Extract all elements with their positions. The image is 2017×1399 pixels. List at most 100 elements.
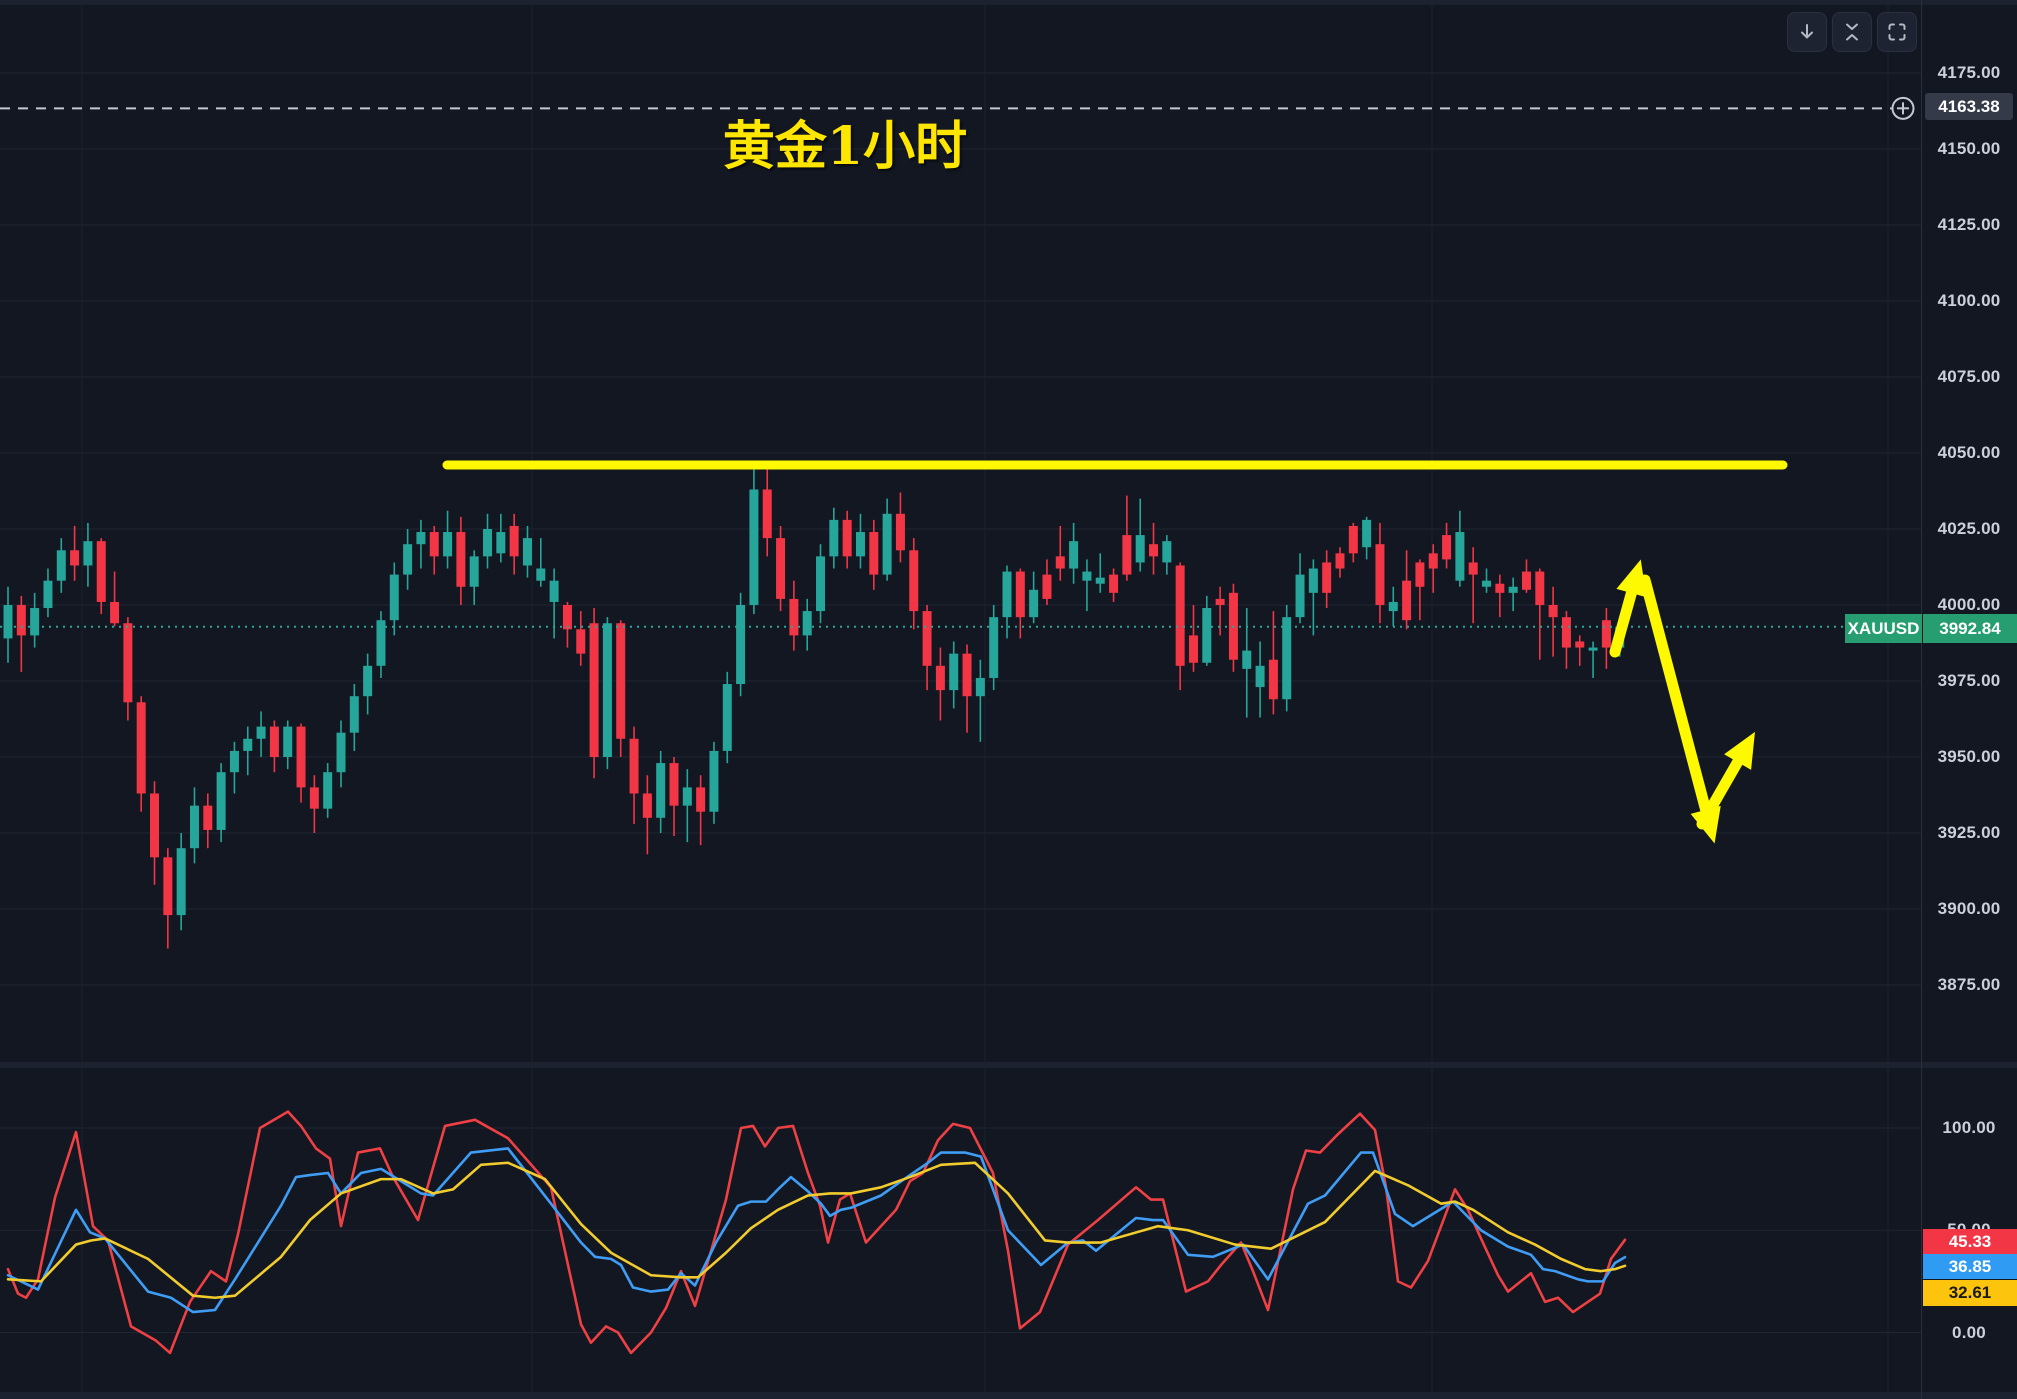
candle-body [1322, 562, 1332, 593]
candle-body [962, 653, 972, 697]
candle-body [869, 532, 879, 575]
candle-body [922, 611, 932, 666]
symbol-label: XAUUSD [1847, 618, 1920, 638]
candle-body [895, 513, 905, 551]
scroll-to-recent-button[interactable] [1787, 12, 1827, 52]
price-axis-label: 4075.00 [1937, 367, 2001, 386]
candle-body [642, 793, 652, 818]
up-arrow-1-annotation[interactable] [1609, 583, 1639, 658]
candle-body [1149, 544, 1159, 557]
candle-body [1588, 647, 1598, 651]
up-arrow-1-head [1616, 559, 1647, 598]
candle-body [1495, 583, 1505, 593]
candle-body [376, 620, 386, 666]
price-axis-label: 3900.00 [1937, 899, 2001, 918]
candle-body [816, 556, 826, 612]
candle-body [163, 857, 173, 916]
candle-body [589, 623, 599, 757]
candle-body [829, 519, 839, 557]
candle-body [855, 532, 865, 557]
candle-body [83, 541, 93, 566]
oscillator-slow-value-label: 32.61 [1923, 1280, 2017, 1306]
up-arrow-2-annotation[interactable] [1696, 752, 1746, 830]
candle-body [1348, 525, 1358, 554]
candle-body [749, 489, 759, 605]
candle-body [789, 598, 799, 636]
candle-body [336, 732, 346, 773]
candle-body [256, 726, 266, 739]
candle-body [576, 629, 586, 654]
candle-body [483, 529, 493, 557]
candle-body [469, 556, 479, 587]
candle-body [629, 738, 639, 794]
candle-body [509, 525, 519, 557]
oscillator-line-medium [6, 1147, 1627, 1314]
candle-body [1561, 617, 1571, 648]
candle-body [935, 665, 945, 691]
indicator-axis-label: 0.00 [1952, 1322, 1986, 1342]
candle-body [656, 763, 666, 818]
candle-body [363, 665, 373, 697]
candle-body [229, 750, 239, 773]
candle-body [296, 726, 306, 788]
candle-body [1375, 544, 1385, 605]
candle-body [522, 538, 532, 566]
candle-body [1335, 553, 1345, 569]
candle-body [1135, 535, 1145, 563]
candle-body [150, 793, 160, 858]
candle-body [216, 772, 226, 830]
price-axis-label: 4000.00 [1937, 595, 2001, 614]
candle-body [602, 623, 612, 757]
candle-body [203, 805, 213, 830]
candle-body [176, 848, 186, 916]
candle-body [1002, 571, 1012, 618]
pane-separator[interactable] [0, 1062, 2017, 1068]
candle-body [1362, 519, 1372, 548]
candle-body [1122, 535, 1132, 575]
candle-body [1508, 586, 1518, 593]
candle-body [1042, 574, 1052, 599]
candle-body [349, 696, 359, 733]
oscillator-fast-value-label: 45.33 [1923, 1229, 2017, 1254]
oscillator-slow-value: 32.61 [1948, 1283, 1992, 1302]
candle-body [243, 738, 253, 751]
candle-body [1575, 641, 1585, 648]
candle-body [70, 550, 80, 566]
candle-body [1242, 650, 1252, 669]
candle-body [496, 532, 506, 554]
candle-body [96, 541, 106, 602]
arrow-down-icon [1801, 24, 1813, 39]
candle-body [189, 805, 199, 849]
candle-body [1388, 601, 1398, 612]
candle-body [1202, 608, 1212, 663]
candle-body [389, 574, 399, 621]
candle-body [776, 538, 786, 599]
candle-body [1162, 541, 1172, 563]
candle-body [56, 550, 66, 581]
fullscreen-button[interactable] [1877, 12, 1917, 52]
chart-title-annotation[interactable]: 黄金1小时 [722, 116, 968, 177]
candle-body [975, 677, 985, 697]
candle-body [1215, 598, 1225, 605]
candle-body [43, 580, 53, 609]
candle-body [403, 544, 413, 575]
down-arrow-annotation[interactable] [1639, 574, 1713, 820]
candle-body [1482, 580, 1492, 587]
price-axis-label: 3875.00 [1937, 975, 2001, 994]
candle-body [1428, 553, 1438, 569]
candle-body [1175, 565, 1185, 666]
restore-pane-button[interactable] [1832, 12, 1872, 52]
oscillator-line-fast [6, 1110, 1627, 1355]
candle-body [1188, 635, 1198, 663]
candle-body [1535, 571, 1545, 605]
candle-body [549, 580, 559, 602]
candle-body [30, 608, 40, 636]
price-axis-separator[interactable] [1921, 0, 1922, 1399]
price-axis-label: 3925.00 [1937, 823, 2001, 842]
candle-body [123, 623, 133, 703]
candle-body [136, 702, 146, 794]
price-axis-label: 3975.00 [1937, 671, 2001, 690]
candle-body [682, 787, 692, 806]
